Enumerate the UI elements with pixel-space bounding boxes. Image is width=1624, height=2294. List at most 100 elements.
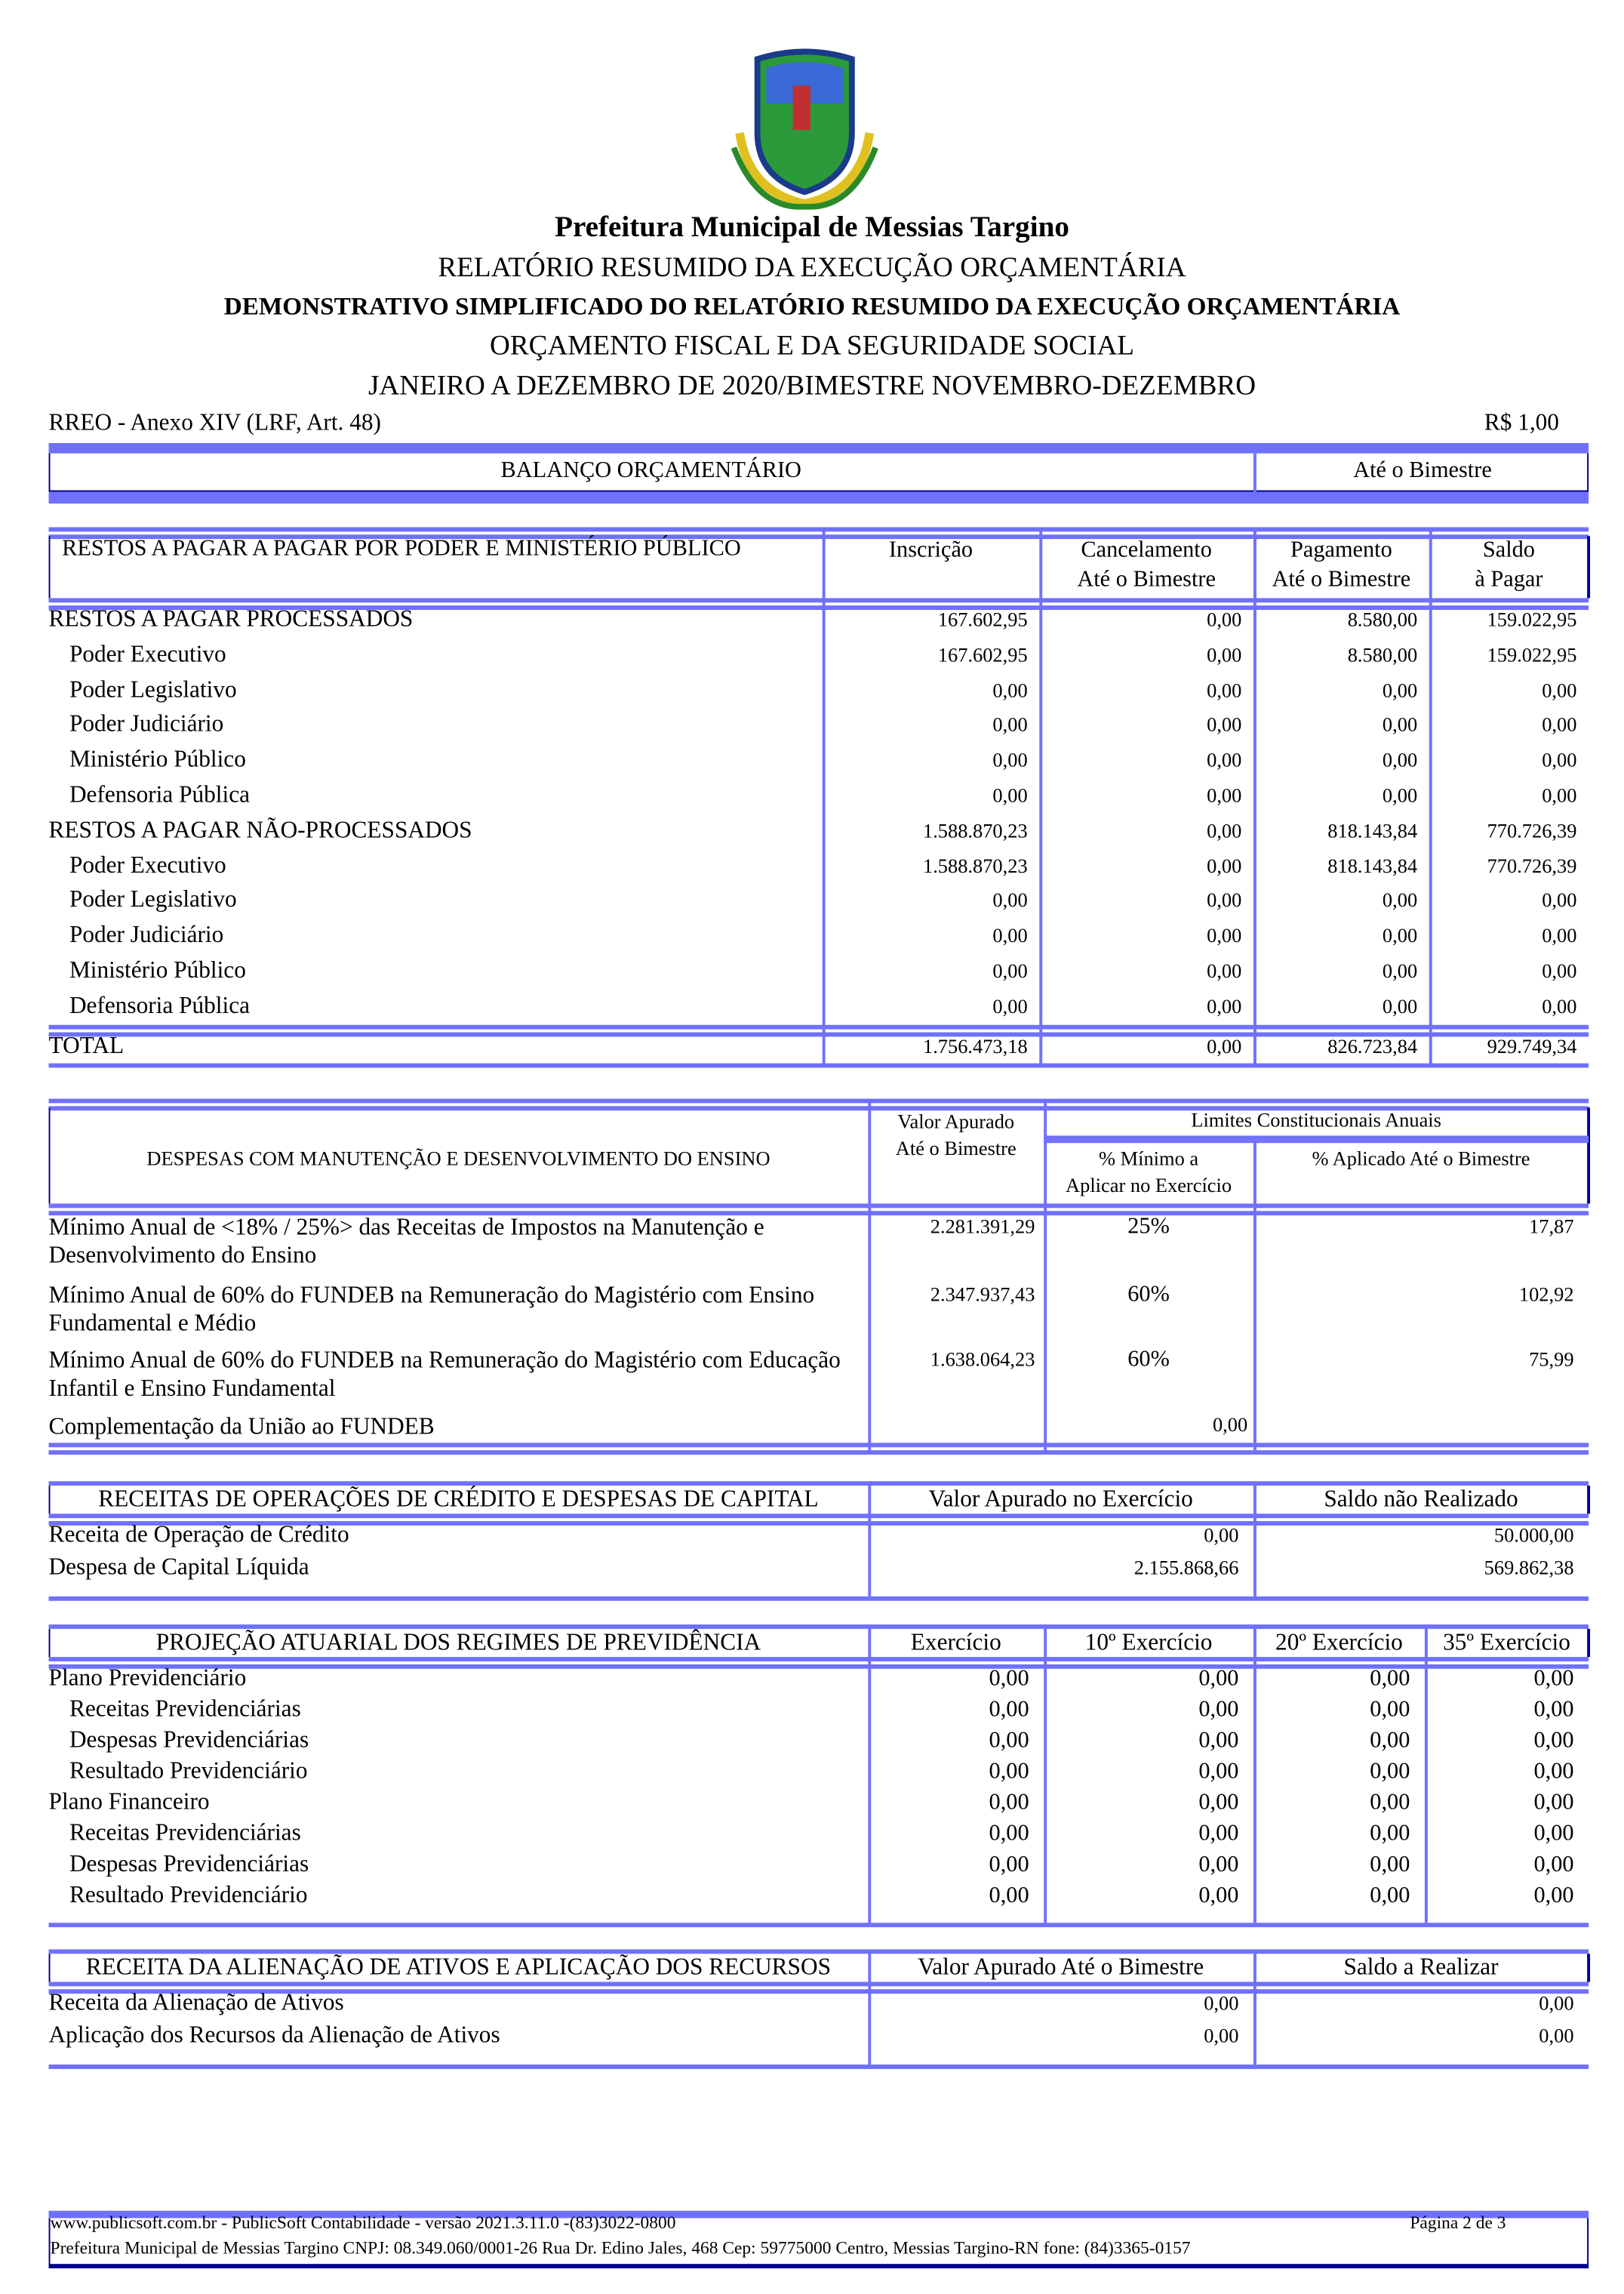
rule bbox=[48, 1032, 1589, 1037]
total-label: TOTAL bbox=[48, 1033, 125, 1059]
row-value: 0,00 bbox=[1542, 784, 1577, 807]
row-label: Mínimo Anual de <18% / 25%> das Receitas… bbox=[48, 1215, 764, 1269]
column-header: RECEITA DA ALIENAÇÃO DE ATIVOS E APLICAÇ… bbox=[85, 1955, 831, 1981]
row-value: 0,00 bbox=[1204, 1524, 1239, 1547]
row-value: 0,00 bbox=[1382, 889, 1418, 912]
column-divider bbox=[868, 1624, 872, 1923]
rule bbox=[48, 1624, 1589, 1629]
row-value: 0,00 bbox=[1207, 995, 1242, 1018]
row-value: 0,00 bbox=[1204, 1992, 1239, 2015]
rule bbox=[48, 1481, 1589, 1486]
row-value: 0,00 bbox=[1533, 1727, 1574, 1754]
row-label: Poder Legislativo bbox=[69, 888, 237, 913]
row-value: 0,00 bbox=[1212, 1413, 1248, 1436]
entity-address: Prefeitura Municipal de Messias Targino … bbox=[50, 2237, 1191, 2259]
row-value: 0,00 bbox=[1198, 1759, 1239, 1784]
balanco-box bbox=[48, 453, 1589, 492]
row-value: 0,00 bbox=[1207, 889, 1242, 912]
row-value: 569.862,38 bbox=[1484, 1557, 1574, 1579]
column-header: Pagamento Até o Bimestre bbox=[1272, 537, 1411, 593]
row-label: Poder Executivo bbox=[69, 642, 226, 667]
row-value: 818.143,84 bbox=[1327, 854, 1418, 877]
row-value: 0,00 bbox=[1533, 1696, 1574, 1723]
rule bbox=[48, 2210, 1589, 2219]
row-value: 0,00 bbox=[1207, 713, 1242, 737]
row-value: 0,00 bbox=[1198, 1821, 1239, 1846]
column-header: Valor Apurado no Exercício bbox=[928, 1487, 1193, 1513]
column-divider bbox=[1253, 1481, 1256, 1597]
header-box bbox=[48, 1107, 1591, 1204]
rule bbox=[48, 1923, 1589, 1928]
row-value: 0,00 bbox=[989, 1727, 1029, 1754]
rule bbox=[48, 1989, 1589, 1994]
total-value: 826.723,84 bbox=[1327, 1035, 1418, 1058]
row-value: 0,00 bbox=[1198, 1790, 1239, 1815]
row-value: 1.638.064,23 bbox=[930, 1348, 1035, 1371]
row-value: 0,00 bbox=[1542, 749, 1577, 771]
row-value: 0,00 bbox=[1207, 643, 1242, 666]
row-value: 0,00 bbox=[1542, 959, 1577, 983]
rule bbox=[48, 1211, 1589, 1216]
row-label: Poder Judiciário bbox=[69, 712, 224, 738]
rule bbox=[48, 1657, 1589, 1661]
row-value: 2.155.868,66 bbox=[1133, 1557, 1239, 1579]
annex-label: RREO - Anexo XIV (LRF, Art. 48) bbox=[48, 410, 381, 436]
mde-title: DESPESAS COM MANUTENÇÃO E DESENVOLVIMENT… bbox=[146, 1147, 770, 1170]
rule bbox=[48, 527, 1589, 532]
row-label: Receita de Operação de Crédito bbox=[48, 1523, 349, 1548]
column-divider bbox=[868, 1949, 872, 2065]
row-value: 0,00 bbox=[992, 749, 1028, 771]
column-header: Cancelamento Até o Bimestre bbox=[1077, 537, 1216, 593]
row-value: 0,00 bbox=[992, 889, 1028, 912]
header-box bbox=[48, 536, 1591, 599]
row-value: 0,00 bbox=[1533, 1852, 1574, 1877]
row-value: 2.347.937,43 bbox=[930, 1283, 1035, 1306]
row-value: 0,00 bbox=[989, 1852, 1029, 1877]
rule bbox=[48, 442, 1589, 454]
row-value: 159.022,95 bbox=[1487, 643, 1577, 666]
row-value: 0,00 bbox=[1370, 1727, 1410, 1754]
row-value: 0,00 bbox=[1382, 713, 1418, 737]
row-applied: 102,92 bbox=[1518, 1283, 1574, 1306]
row-label: Mínimo Anual de 60% do FUNDEB na Remuner… bbox=[48, 1283, 815, 1337]
row-label: RESTOS A PAGAR PROCESSADOS bbox=[48, 607, 414, 633]
row-value: 0,00 bbox=[1542, 995, 1577, 1018]
column-header: Inscrição bbox=[888, 537, 973, 563]
rule bbox=[48, 1513, 1589, 1519]
row-value: 0,00 bbox=[989, 1790, 1029, 1815]
column-header: RECEITAS DE OPERAÇÕES DE CRÉDITO E DESPE… bbox=[98, 1487, 819, 1513]
row-label: Resultado Previdenciário bbox=[69, 1883, 308, 1908]
page-number: Página 2 de 3 bbox=[1410, 2212, 1506, 2234]
rule bbox=[48, 491, 1589, 504]
report-subtitle: DEMONSTRATIVO SIMPLIFICADO DO RELATÓRIO … bbox=[223, 292, 1401, 321]
column-header: Saldo não Realizado bbox=[1324, 1487, 1518, 1513]
column-header: Valor Apurado Até o Bimestre bbox=[895, 1110, 1017, 1159]
row-label: RESTOS A PAGAR NÃO-PROCESSADOS bbox=[48, 818, 472, 843]
row-value: 0,00 bbox=[1370, 1883, 1410, 1908]
row-value: 0,00 bbox=[1198, 1883, 1239, 1908]
rule bbox=[48, 1596, 1589, 1601]
column-header: Valor Apurado Até o Bimestre bbox=[918, 1955, 1204, 1981]
rule bbox=[48, 598, 1589, 603]
column-header: Saldo à Pagar bbox=[1475, 537, 1543, 593]
row-value: 0,00 bbox=[1382, 925, 1418, 947]
row-value: 0,00 bbox=[1542, 889, 1577, 912]
row-value: 0,00 bbox=[1370, 1821, 1410, 1846]
row-label: Complementação da União ao FUNDEB bbox=[48, 1415, 435, 1440]
row-label: Despesa de Capital Líquida bbox=[48, 1555, 309, 1581]
row-value: 0,00 bbox=[1539, 1992, 1574, 2015]
column-divider bbox=[1044, 1624, 1047, 1923]
row-minimum: 25% bbox=[1127, 1214, 1170, 1239]
row-label: Receitas Previdenciárias bbox=[69, 1696, 301, 1723]
row-label: Despesas Previdenciárias bbox=[69, 1852, 309, 1877]
column-header: 20º Exercício bbox=[1275, 1630, 1403, 1656]
report-period: JANEIRO A DEZEMBRO DE 2020/BIMESTRE NOVE… bbox=[368, 371, 1256, 402]
row-label: Mínimo Anual de 60% do FUNDEB na Remuner… bbox=[48, 1348, 841, 1402]
row-value: 2.281.391,29 bbox=[930, 1215, 1035, 1238]
row-value: 0,00 bbox=[1207, 679, 1242, 701]
row-value: 0,00 bbox=[992, 995, 1028, 1018]
row-value: 0,00 bbox=[1370, 1665, 1410, 1692]
rule bbox=[48, 1024, 1589, 1030]
row-value: 0,00 bbox=[1207, 925, 1242, 947]
